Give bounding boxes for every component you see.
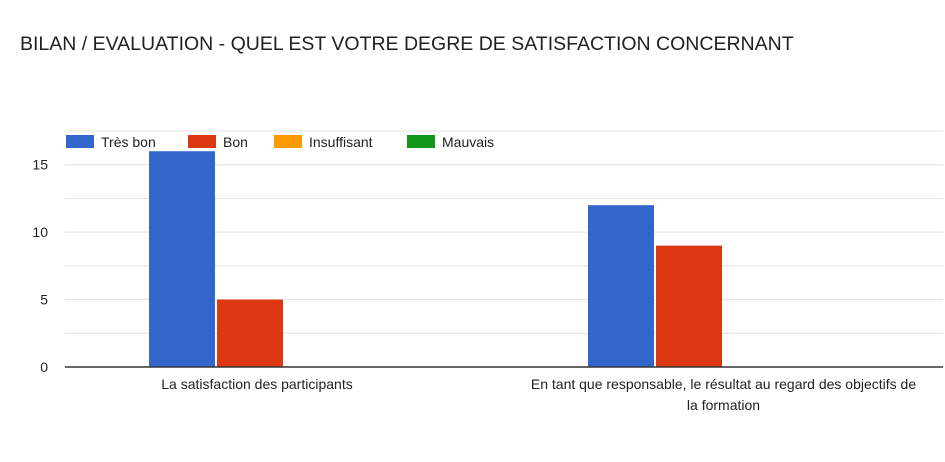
legend-swatch	[66, 135, 94, 148]
chart-title: BILAN / EVALUATION - QUEL EST VOTRE DEGR…	[20, 33, 794, 55]
x-tick-label: En tant que responsable, le résultat au …	[531, 376, 916, 392]
bars	[149, 151, 722, 367]
bar	[656, 245, 722, 367]
y-tick-label: 15	[32, 157, 48, 173]
legend-swatch	[407, 135, 435, 148]
x-tick-label: la formation	[687, 397, 760, 413]
legend-label: Mauvais	[442, 134, 494, 150]
y-tick-label: 0	[40, 359, 48, 375]
legend-label: Très bon	[101, 134, 156, 150]
axes: 0 5 10 15 La satisfaction des participants En…	[32, 157, 943, 413]
legend-swatch	[274, 135, 302, 148]
legend-label: Bon	[223, 134, 248, 150]
bar	[588, 205, 654, 367]
grid-lines	[65, 130, 943, 334]
bar	[217, 299, 283, 367]
bar	[149, 151, 215, 367]
legend-label: Insuffisant	[309, 134, 373, 150]
legend: Très bon Bon Insuffisant Mauvais	[66, 134, 494, 150]
legend-swatch	[188, 135, 216, 148]
x-tick-label: La satisfaction des participants	[161, 376, 352, 392]
y-tick-label: 5	[40, 292, 48, 308]
y-tick-label: 10	[32, 224, 48, 240]
